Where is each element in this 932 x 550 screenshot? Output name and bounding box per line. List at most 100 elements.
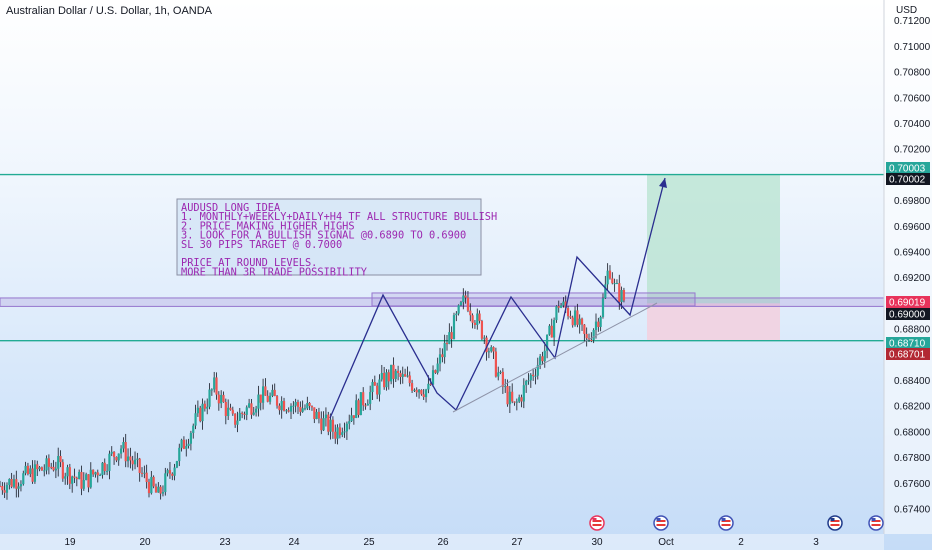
zigzag-projection[interactable] [329, 177, 666, 419]
candle-body [345, 423, 348, 432]
candle-body [140, 472, 144, 474]
candle-body [138, 458, 141, 473]
candle-body [350, 415, 353, 422]
drawings[interactable] [329, 177, 667, 419]
candle-body [552, 320, 556, 338]
candle-body [548, 325, 551, 335]
candle-body [522, 385, 525, 402]
candle-body [622, 290, 626, 301]
candle-body [362, 392, 365, 406]
y-tick-label: 0.68400 [894, 376, 931, 387]
candle-body [499, 371, 502, 373]
candle-body [490, 347, 493, 352]
x-tick-label: 23 [219, 537, 231, 548]
candle-body [254, 408, 258, 413]
candle-body [373, 381, 376, 386]
candle-body [173, 467, 176, 476]
candle-body [122, 442, 125, 449]
note-box[interactable] [176, 198, 482, 276]
candle-body [196, 407, 199, 414]
candle-body [22, 473, 25, 485]
candle-body [383, 373, 386, 388]
us-flag-event-icon[interactable] [718, 515, 734, 531]
candle-body [466, 297, 470, 311]
candle-body [338, 427, 342, 435]
note-line: SL 30 PIPS TARGET @ 0.7000 [181, 239, 342, 251]
candle-body [352, 415, 355, 419]
projection-arrow-head [659, 178, 667, 188]
time-axis[interactable] [0, 534, 884, 550]
candle-body [590, 340, 593, 342]
candle-body [448, 332, 451, 345]
candle-body [385, 372, 388, 388]
note-line: 1. MONTHLY+WEEKLY+DAILY+H4 TF ALL STRUCT… [181, 211, 497, 223]
y-tick-label: 0.68000 [894, 427, 931, 438]
candle-body [257, 394, 260, 409]
candle-body [594, 321, 598, 330]
price-axis[interactable] [884, 0, 932, 534]
candle-body [192, 425, 195, 433]
x-tick-label: 26 [437, 537, 449, 548]
candle-body [301, 408, 304, 412]
candle-body [527, 380, 530, 382]
candle-body [473, 322, 477, 325]
candle-body [413, 389, 416, 391]
candle-body [40, 467, 44, 471]
candle-body [201, 403, 204, 422]
candle-body [576, 310, 579, 325]
candle-body [401, 374, 404, 377]
candle-body [569, 316, 572, 318]
y-tick-label: 0.67400 [894, 505, 931, 516]
candle-body [364, 405, 367, 407]
y-tick-label: 0.71000 [894, 42, 931, 53]
candle-body [136, 458, 139, 460]
candle-body [275, 396, 279, 406]
candle-body [129, 456, 132, 461]
candle-body [17, 486, 20, 489]
candle-body [520, 397, 523, 402]
price-tag-label: 0.70003 [889, 164, 926, 175]
candle-body [371, 381, 374, 393]
candle-body [73, 476, 76, 478]
candle-body [271, 389, 274, 396]
candle-body [45, 458, 48, 471]
trendline[interactable] [452, 302, 658, 413]
candle-body [515, 401, 518, 403]
candle-body [47, 458, 50, 467]
candle-body [38, 467, 41, 470]
candle-body [224, 402, 227, 416]
candle-body [397, 370, 400, 374]
candle-body [19, 484, 23, 487]
candle-body [450, 332, 453, 340]
x-tick-label: 27 [511, 537, 523, 548]
us-flag-event-icon[interactable] [653, 515, 669, 531]
candle-body [133, 459, 137, 465]
candle-body [252, 412, 255, 415]
candle-body [559, 305, 563, 308]
candle-body [599, 316, 602, 327]
au-flag-event-icon[interactable] [827, 515, 843, 531]
event-icons[interactable] [589, 515, 884, 531]
candle-body [357, 400, 360, 416]
candle-body [282, 401, 286, 411]
candle-body [441, 354, 444, 358]
candle-body [161, 492, 165, 494]
candle-body [175, 461, 179, 468]
candle-body [597, 321, 600, 327]
candle-body [480, 320, 484, 339]
candle-body [294, 402, 297, 406]
x-tick-label: 3 [813, 537, 819, 548]
earnings-event-icon[interactable] [589, 515, 605, 531]
candle-body [227, 407, 230, 416]
x-tick-label: Oct [658, 537, 674, 548]
us-flag-event-icon[interactable] [868, 515, 884, 531]
candle-body [164, 473, 167, 493]
candle-body [555, 306, 558, 321]
candle-body [501, 371, 504, 387]
candle-body [126, 456, 130, 462]
candle-body [406, 375, 409, 377]
candle-body [213, 377, 216, 390]
candle-body [315, 411, 318, 419]
